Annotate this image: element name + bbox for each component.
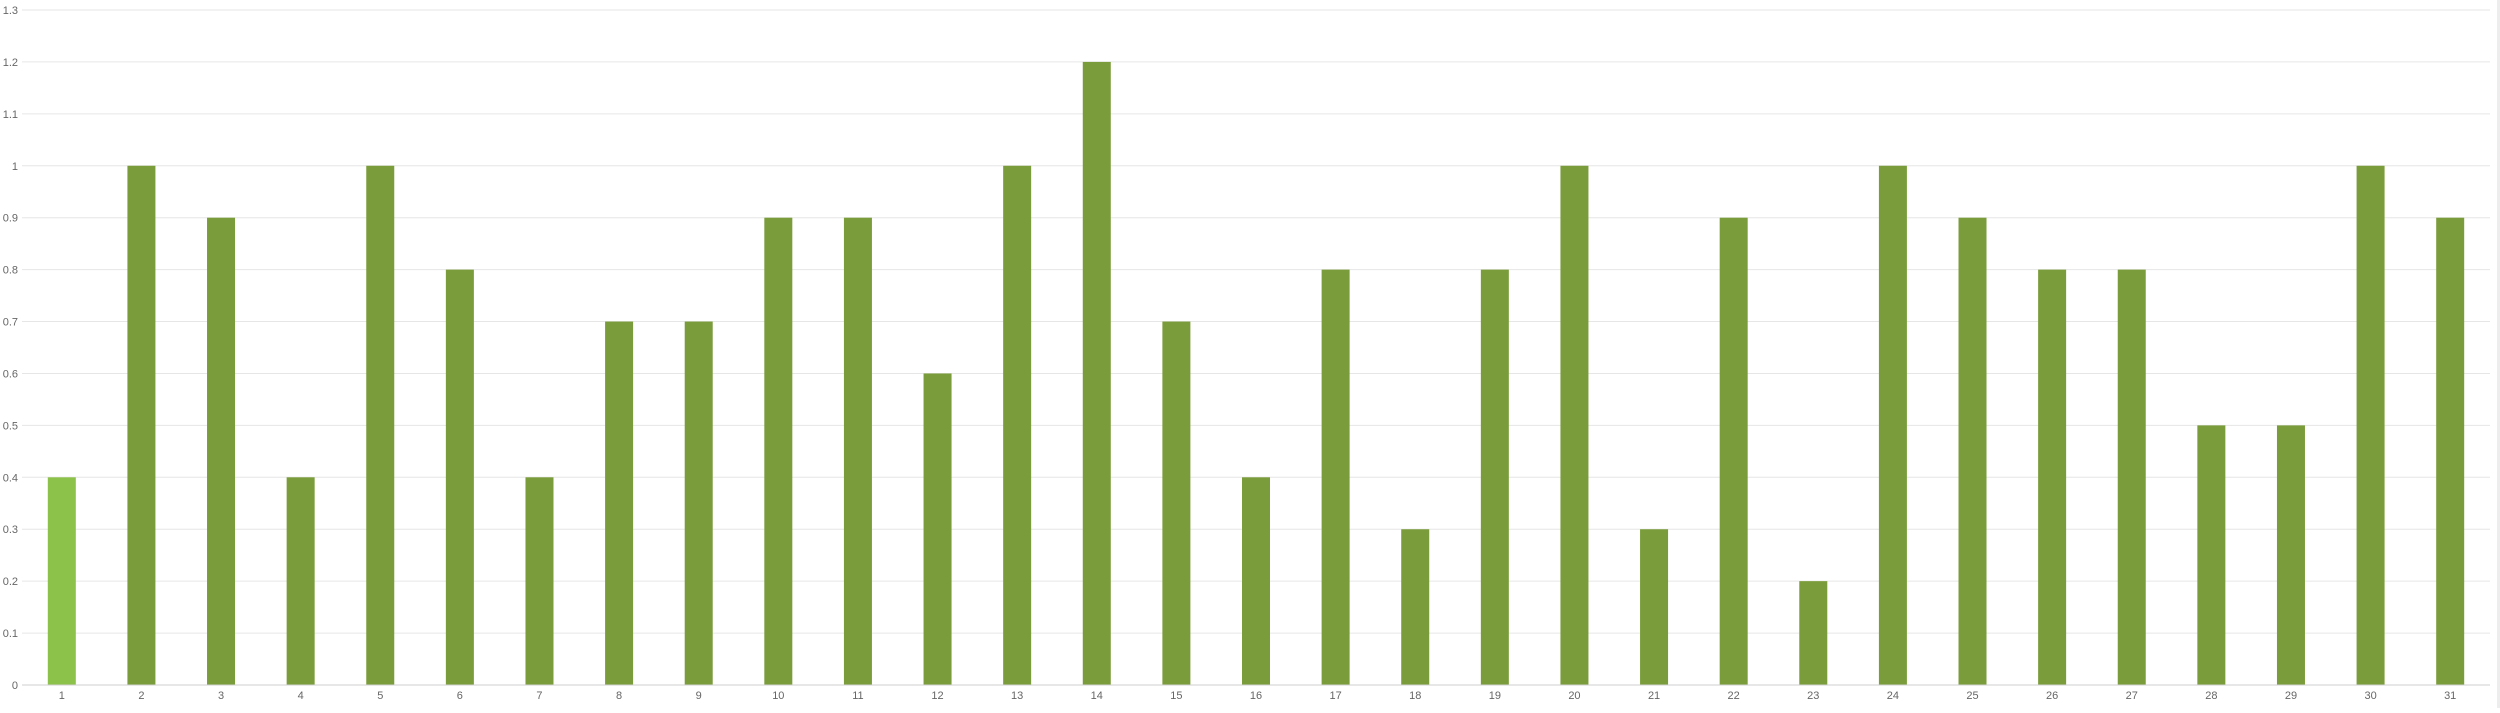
- bar-10[interactable]: [764, 217, 793, 685]
- y-tick-label: 1.3: [3, 5, 18, 17]
- y-tick-label: 1.2: [3, 57, 18, 69]
- y-tick-labels: 0 0.1 0.2 0.3 0.4 0.5 0.6 0.7 0.8 0.9 1 1.1 1.2 1.3: [3, 5, 18, 692]
- x-tick-label: 8: [616, 690, 622, 702]
- x-tick-label: 9: [696, 690, 702, 702]
- x-tick-label: 7: [536, 690, 542, 702]
- x-tick-label: 13: [1011, 690, 1023, 702]
- bar-16[interactable]: [1242, 477, 1270, 685]
- bar-3[interactable]: [207, 217, 236, 685]
- bar-24[interactable]: [1878, 165, 1907, 685]
- x-tick-label: 30: [2364, 690, 2376, 702]
- x-tick-label: 25: [1966, 690, 1978, 702]
- bar-6[interactable]: [445, 269, 474, 685]
- bar-7[interactable]: [525, 477, 554, 685]
- y-tick-label: 0: [12, 680, 18, 692]
- bar-26[interactable]: [2038, 269, 2067, 685]
- x-tick-label: 10: [772, 690, 784, 702]
- x-tick-label: 14: [1091, 690, 1103, 702]
- x-tick-label: 22: [1728, 690, 1740, 702]
- bar-25[interactable]: [1958, 217, 1987, 685]
- bar-22[interactable]: [1719, 217, 1748, 685]
- bar-11[interactable]: [843, 217, 872, 685]
- y-tick-label: 0.4: [3, 472, 18, 484]
- x-tick-label: 11: [852, 690, 863, 702]
- x-tick-label: 5: [377, 690, 383, 702]
- x-tick-label: 18: [1409, 690, 1421, 702]
- bar-30[interactable]: [2356, 165, 2385, 685]
- y-tick-label: 0.7: [3, 317, 18, 329]
- y-tick-label: 0.3: [3, 524, 18, 536]
- x-tick-label: 26: [2046, 690, 2058, 702]
- bar-20[interactable]: [1560, 165, 1589, 685]
- bar-2[interactable]: [127, 165, 156, 685]
- x-tick-labels: 1 2 3 4 5 6 7 8 9 10 11 12 13 14 15 16 17 18 19 20 21 22 23 24 2…: [59, 690, 2457, 702]
- y-tick-label: 0.2: [3, 576, 18, 588]
- x-tick-label: 6: [457, 690, 463, 702]
- x-tick-label: 1: [59, 690, 65, 702]
- y-tick-label: 1.1: [3, 109, 18, 121]
- y-tick-label: 0.1: [3, 628, 18, 640]
- x-tick-label: 24: [1887, 690, 1899, 702]
- x-tick-label: 2: [138, 690, 144, 702]
- bar-23[interactable]: [1799, 581, 1828, 685]
- x-tick-label: 17: [1329, 690, 1341, 702]
- bar-27[interactable]: [2117, 269, 2146, 685]
- bar-15[interactable]: [1162, 321, 1191, 685]
- y-tick-label: 0.6: [3, 368, 18, 380]
- bar-13[interactable]: [1003, 165, 1032, 685]
- bar-28[interactable]: [2197, 425, 2226, 685]
- x-tick-label: 12: [931, 690, 943, 702]
- x-tick-label: 28: [2205, 690, 2217, 702]
- x-tick-label: 3: [218, 690, 224, 702]
- bar-21[interactable]: [1640, 529, 1669, 685]
- x-tick-label: 27: [2126, 690, 2138, 702]
- bar-31[interactable]: [2436, 217, 2465, 685]
- x-tick-label: 20: [1568, 690, 1580, 702]
- bar-18[interactable]: [1401, 529, 1430, 685]
- bar-9[interactable]: [684, 321, 713, 685]
- y-tick-label: 0.9: [3, 213, 18, 225]
- bar-8[interactable]: [605, 321, 634, 685]
- bar-17[interactable]: [1321, 269, 1350, 685]
- bar-29[interactable]: [2276, 425, 2305, 685]
- x-tick-label: 31: [2444, 690, 2456, 702]
- bar-19[interactable]: [1480, 269, 1509, 685]
- x-tick-label: 4: [298, 690, 304, 702]
- window-edge: [2497, 0, 2500, 708]
- x-tick-label: 21: [1648, 690, 1660, 702]
- bar-4[interactable]: [286, 477, 315, 685]
- bar-5[interactable]: [366, 165, 395, 685]
- y-tick-label: 1: [12, 161, 18, 173]
- bar-12[interactable]: [923, 373, 952, 685]
- y-tick-label: 0.5: [3, 420, 18, 432]
- grid-lines: [22, 9, 2490, 634]
- x-tick-label: 23: [1807, 690, 1819, 702]
- bars: [47, 61, 2465, 685]
- y-tick-label: 0.8: [3, 265, 18, 277]
- bar-1[interactable]: [47, 477, 76, 685]
- x-tick-label: 16: [1250, 690, 1262, 702]
- x-tick-label: 15: [1170, 690, 1182, 702]
- x-tick-label: 19: [1489, 690, 1501, 702]
- bar-14[interactable]: [1082, 61, 1111, 685]
- x-tick-label: 29: [2285, 690, 2297, 702]
